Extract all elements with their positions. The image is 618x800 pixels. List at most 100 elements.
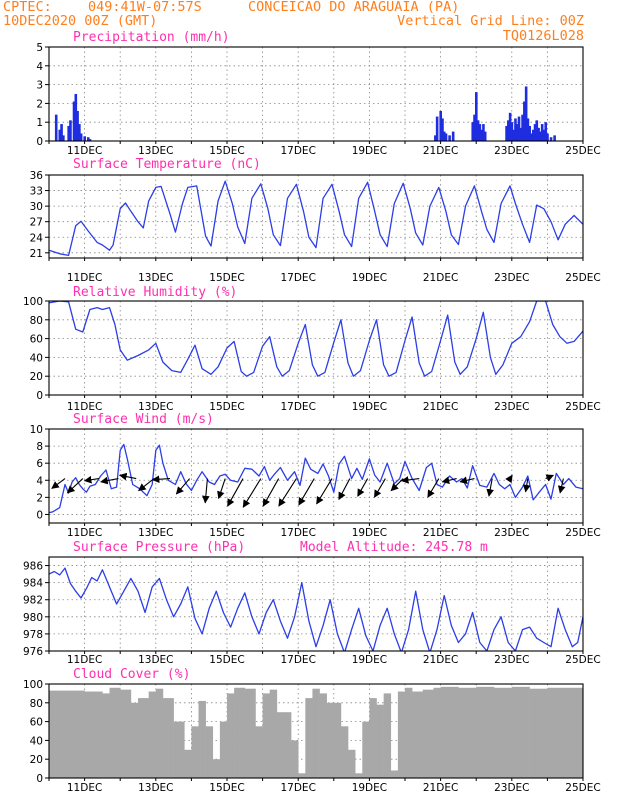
- precip-bar: [530, 133, 533, 141]
- precip-bar: [512, 129, 515, 141]
- y-tick-label: 20: [30, 754, 43, 766]
- y-tick-label: 0: [36, 136, 43, 148]
- cloud-bar: [109, 687, 121, 778]
- wind-arrow: [278, 478, 297, 507]
- cloud-bar: [369, 698, 377, 778]
- cloud-bar: [262, 693, 271, 778]
- wind-arrow: [400, 476, 420, 484]
- y-tick-label: 21: [30, 248, 43, 260]
- precip-bar: [86, 137, 90, 141]
- x-tick-label: 23DEC: [494, 272, 529, 284]
- precipitation-panel: 0 1 2 3 4 5 11DEC 13DEC 15DEC 17DEC 19DEC 21DEC 23DE…: [36, 30, 600, 157]
- wind-arrow: [545, 474, 555, 482]
- precipitation-data: [54, 86, 556, 141]
- x-tick-label: 11DEC: [67, 527, 102, 539]
- y-tick-label: 5: [36, 42, 43, 54]
- x-tick-label: 17DEC: [280, 782, 315, 794]
- x-tick-label: 15DEC: [209, 272, 244, 284]
- precip-bar: [519, 127, 523, 141]
- cloud-bar: [312, 688, 320, 778]
- cloud-cover-data: [49, 686, 583, 778]
- precip-bar: [79, 133, 83, 141]
- x-tick-label: 13DEC: [138, 145, 173, 157]
- cloud-cover-title: Cloud Cover (%): [73, 667, 190, 682]
- precip-bar: [533, 124, 537, 141]
- precip-bar: [537, 127, 540, 141]
- wind-line: [49, 443, 583, 514]
- wind-arrow: [505, 474, 513, 484]
- y-tick-label: 60: [30, 334, 43, 346]
- wind-panel: 0 2 4 6 8 10 11DEC 13DEC 15DEC 17DEC 19DEC 21DEC 23D…: [30, 412, 601, 539]
- humidity-panel: 0 20 40 60 80 100 11DEC 13DEC 15DEC 17DEC 19DEC 21D…: [23, 285, 601, 413]
- y-tick-label: 33: [30, 186, 43, 198]
- x-tick-label: 23DEC: [494, 401, 529, 413]
- precip-bar: [58, 129, 62, 141]
- precip-bar: [531, 129, 535, 141]
- x-tick-label: 25DEC: [565, 272, 600, 284]
- x-tick-label: 25DEC: [565, 527, 600, 539]
- wind-data: [49, 443, 583, 514]
- x-tick-label: 13DEC: [138, 654, 173, 666]
- x-tick-label: 23DEC: [494, 145, 529, 157]
- wind-arrow: [298, 478, 315, 506]
- precip-bar: [515, 124, 519, 141]
- x-tick-label: 21DEC: [423, 654, 458, 666]
- x-tick-label: 19DEC: [352, 272, 387, 284]
- cloud-bar: [205, 726, 214, 778]
- x-tick-label: 15DEC: [209, 401, 244, 413]
- precip-bar: [526, 118, 530, 141]
- cloud-bar: [291, 740, 299, 778]
- precip-bar: [482, 124, 485, 141]
- cloud-bar: [102, 693, 110, 778]
- precip-bar: [444, 133, 448, 141]
- cloud-bar: [49, 690, 85, 778]
- x-tick-label: 11DEC: [67, 782, 102, 794]
- precip-bar: [514, 118, 517, 141]
- wind-arrow: [175, 478, 191, 495]
- header-init-time: 10DEC2020 00Z (GMT): [3, 13, 158, 29]
- pressure-title: Surface Pressure (hPa): [73, 540, 245, 555]
- y-tick-label: 6: [36, 458, 43, 470]
- precip-bar: [524, 86, 528, 141]
- y-tick-label: 8: [36, 441, 43, 453]
- cloud-bar: [212, 759, 221, 778]
- header-station: CONCEICAO DO ARAGUAIA (PA): [248, 0, 460, 15]
- cloud-bar: [476, 686, 495, 778]
- header: CPTEC: 049:41W-07:57S CONCEICAO DO ARAGU…: [0, 0, 618, 48]
- cloud-bar: [340, 726, 349, 778]
- wind-arrow: [118, 472, 137, 481]
- wind-arrow: [100, 476, 119, 485]
- precip-bar: [62, 135, 65, 141]
- y-tick-label: 100: [23, 679, 43, 691]
- cloud-bar: [184, 749, 192, 778]
- y-tick-label: 40: [30, 352, 43, 364]
- precip-bar: [507, 120, 510, 141]
- precip-bar: [473, 114, 476, 141]
- precip-bar: [517, 116, 521, 141]
- precip-bar: [546, 133, 549, 141]
- cloud-bar: [198, 700, 206, 778]
- cloud-bar: [326, 702, 335, 778]
- wind-title: Surface Wind (m/s): [73, 412, 214, 427]
- y-tick-label: 0: [36, 509, 43, 521]
- y-tick-label: 980: [23, 612, 43, 624]
- y-tick-label: 2: [36, 98, 43, 110]
- y-tick-label: 976: [23, 646, 43, 658]
- precip-bar: [553, 135, 556, 141]
- cloud-bar: [383, 693, 392, 778]
- precip-bar: [478, 124, 482, 141]
- cloud-bar: [269, 689, 278, 778]
- cloud-bar: [547, 687, 566, 778]
- panel-frame: [48, 683, 584, 779]
- x-tick-label: 21DEC: [423, 527, 458, 539]
- x-tick-label: 19DEC: [352, 145, 387, 157]
- model-altitude-annotation: Model Altitude: 245.78 m: [300, 540, 488, 555]
- temperature-title: Surface Temperature (nC): [73, 157, 261, 172]
- y-tick-label: 24: [30, 232, 44, 244]
- y-tick-label: 984: [23, 578, 43, 590]
- precip-bar: [74, 94, 78, 141]
- cloud-bar: [298, 773, 306, 778]
- precip-bar: [76, 110, 79, 141]
- precip-bar: [439, 110, 442, 141]
